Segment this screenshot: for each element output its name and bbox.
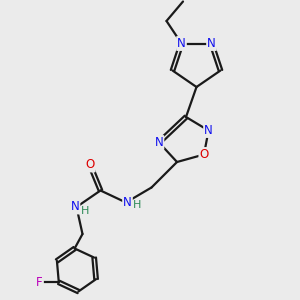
Text: N: N [70, 200, 80, 214]
Text: H: H [133, 200, 142, 210]
Text: N: N [123, 196, 132, 209]
Text: N: N [177, 37, 186, 50]
Text: H: H [81, 206, 90, 216]
Text: N: N [207, 37, 216, 50]
Text: N: N [204, 124, 213, 137]
Text: O: O [200, 148, 208, 161]
Text: O: O [85, 158, 94, 172]
Text: F: F [36, 276, 43, 289]
Text: N: N [154, 136, 164, 149]
